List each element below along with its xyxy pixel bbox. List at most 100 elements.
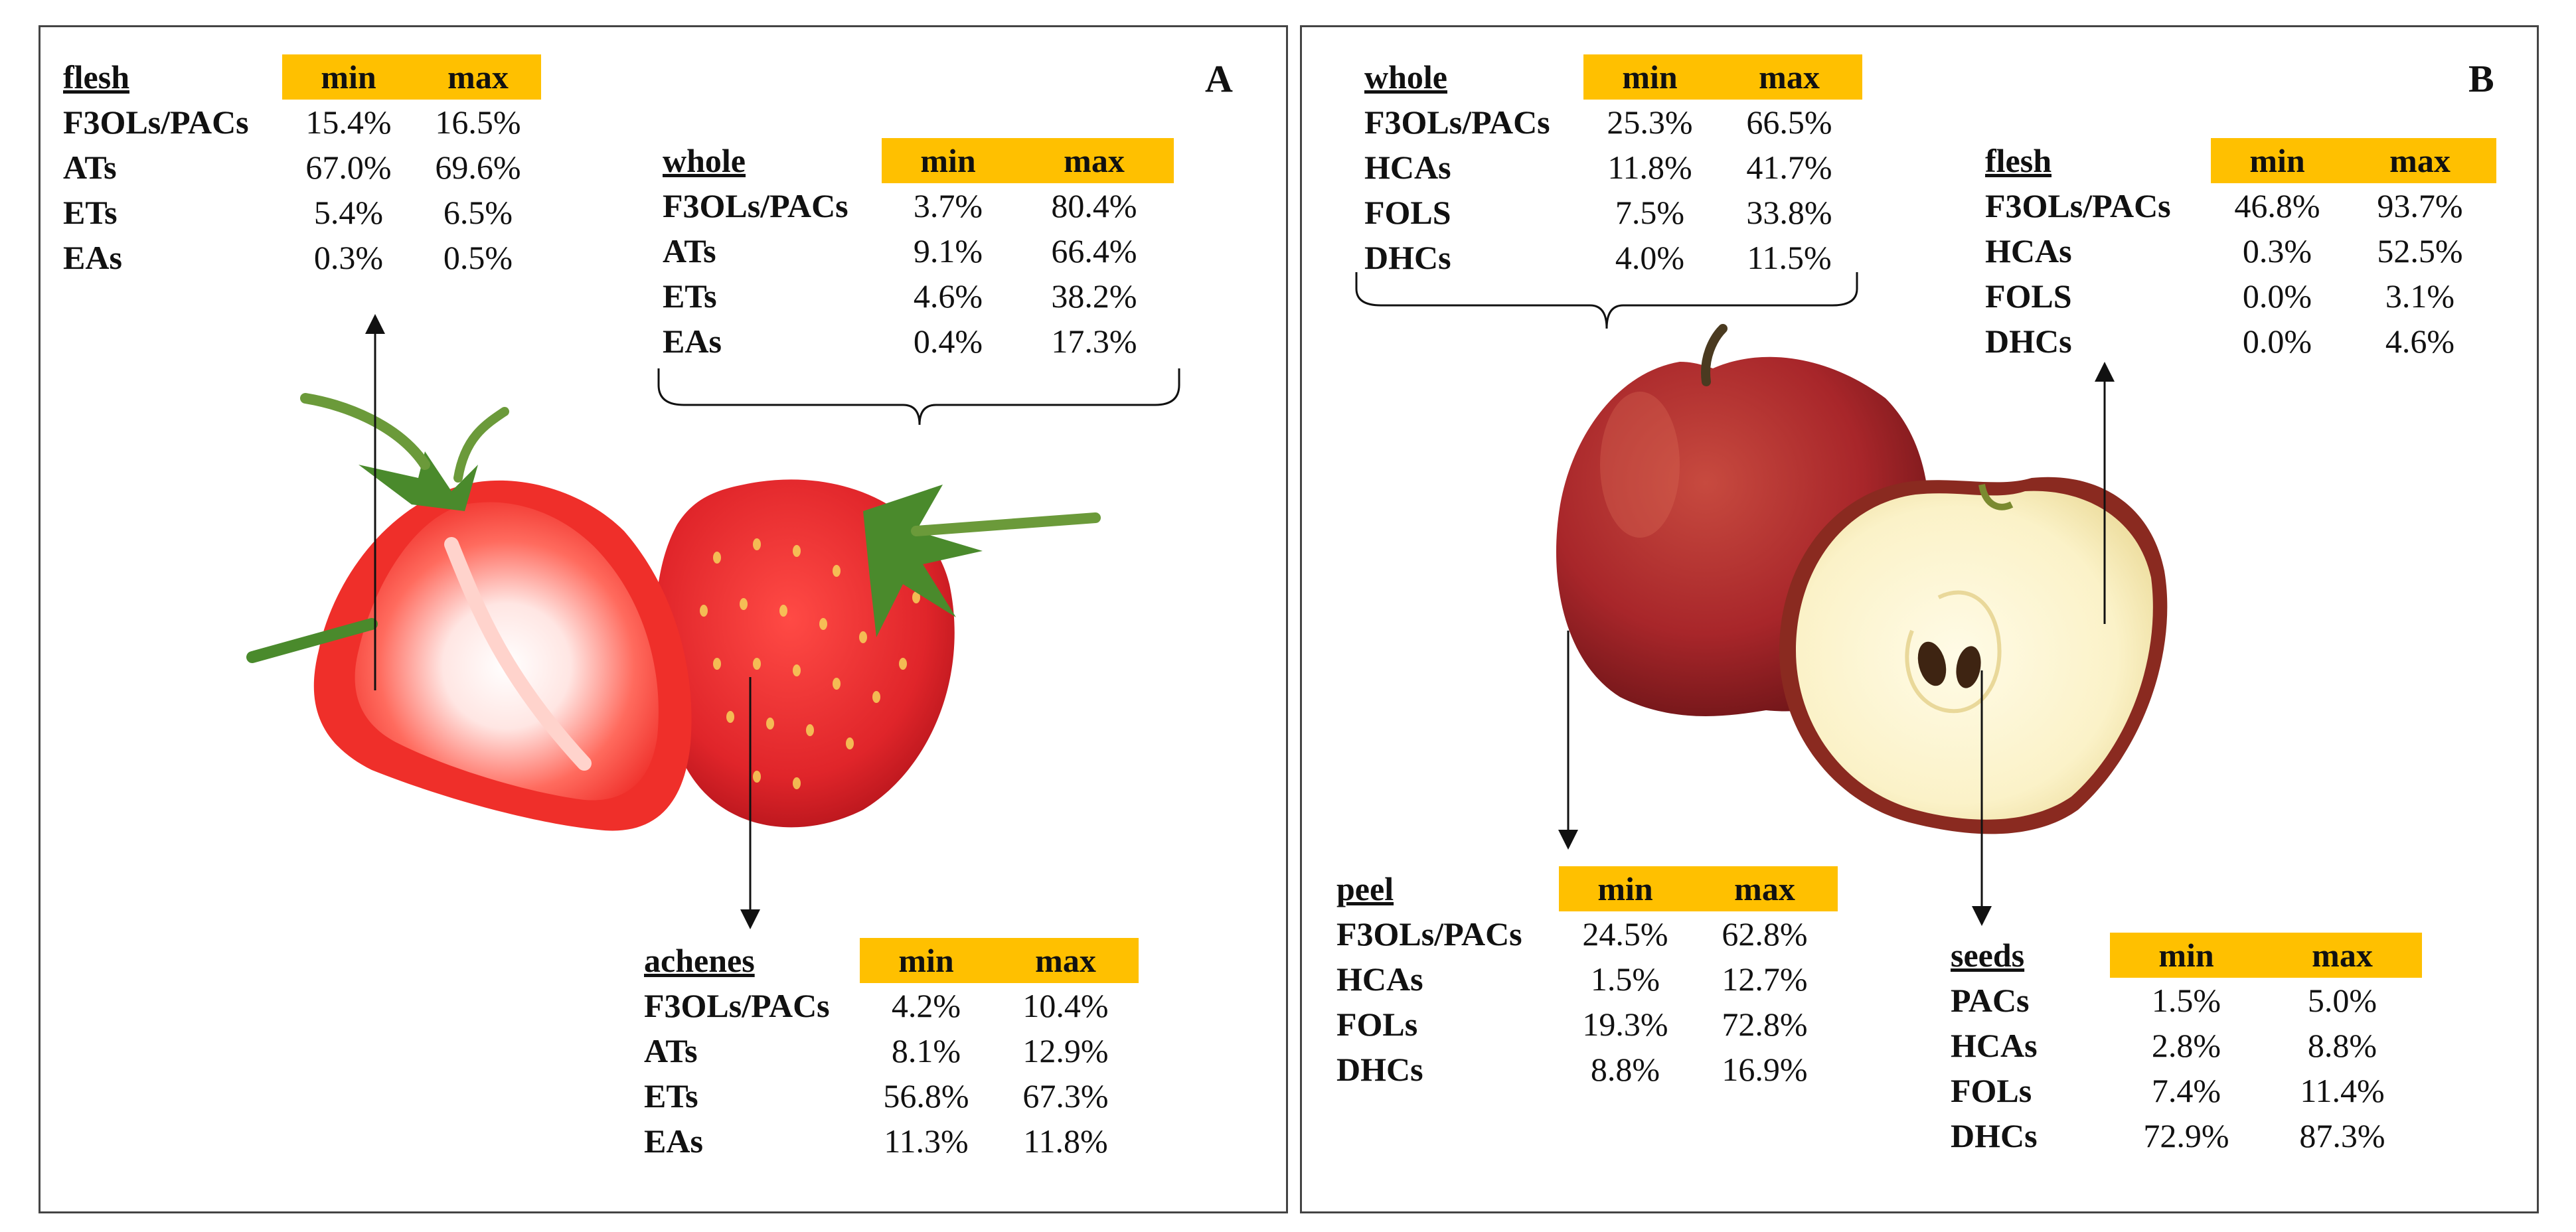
min-value: 2.8% bbox=[2151, 1027, 2221, 1064]
min-header: min bbox=[282, 54, 415, 100]
min-value: 0.4% bbox=[913, 323, 983, 360]
halved-strawberry bbox=[246, 393, 692, 831]
max-value: 4.6% bbox=[2385, 323, 2455, 360]
compound-label: ETs bbox=[644, 1077, 698, 1115]
table-row: ATs 8.1% 12.9% bbox=[644, 1028, 1139, 1073]
min-header: min bbox=[1583, 54, 1716, 100]
max-header: max bbox=[2344, 138, 2496, 183]
min-value: 1.5% bbox=[1590, 961, 1660, 998]
min-value: 1.5% bbox=[2151, 982, 2221, 1019]
max-value: 17.3% bbox=[1051, 323, 1137, 360]
compound-label: EAs bbox=[644, 1122, 703, 1160]
panel-a-label: A bbox=[1205, 57, 1233, 100]
halved-apple bbox=[1779, 477, 2168, 834]
compound-label: ATs bbox=[663, 232, 716, 270]
max-value: 6.5% bbox=[443, 194, 513, 231]
table-row: EAs 0.4% 17.3% bbox=[663, 319, 1174, 364]
min-value: 5.4% bbox=[313, 194, 384, 231]
compound-label: DHCs bbox=[1364, 239, 1451, 276]
compound-label: ATs bbox=[63, 149, 117, 186]
max-header: max bbox=[1014, 138, 1174, 183]
min-value: 8.8% bbox=[1590, 1051, 1660, 1088]
max-value: 41.7% bbox=[1746, 149, 1832, 186]
min-value: 3.7% bbox=[913, 187, 983, 224]
min-header: min bbox=[2110, 933, 2263, 978]
min-value: 0.3% bbox=[2242, 232, 2312, 270]
compound-label: F3OLs/PACs bbox=[644, 987, 830, 1024]
max-header: max bbox=[993, 938, 1139, 983]
max-header: max bbox=[2263, 933, 2422, 978]
table-row: ATs 9.1% 66.4% bbox=[663, 228, 1174, 273]
min-value: 9.1% bbox=[913, 232, 983, 270]
max-value: 33.8% bbox=[1746, 194, 1832, 231]
max-value: 69.6% bbox=[435, 149, 521, 186]
table-row: EAs 0.3% 0.5% bbox=[63, 235, 541, 280]
compound-label: FOLs bbox=[1951, 1072, 2032, 1109]
max-value: 11.8% bbox=[1023, 1122, 1108, 1160]
achenes-table-a: achenes min max F3OLs/PACs 4.2% 10.4% ATs 8… bbox=[644, 938, 1139, 1164]
compound-label: FOLS bbox=[1364, 194, 1451, 231]
max-value: 11.4% bbox=[2300, 1072, 2385, 1109]
compound-label: HCAs bbox=[1364, 149, 1451, 186]
whole-table-b: whole min max F3OLs/PACs 25.3% 66.5% HCAs 1… bbox=[1364, 54, 1862, 280]
table-row: HCAs 1.5% 12.7% bbox=[1336, 957, 1838, 1002]
max-header: max bbox=[1716, 54, 1862, 100]
min-value: 7.4% bbox=[2151, 1072, 2221, 1109]
table-row: DHCs 72.9% 87.3% bbox=[1951, 1113, 2422, 1158]
strawberry-illustration bbox=[246, 393, 1101, 831]
max-value: 38.2% bbox=[1051, 277, 1137, 315]
table-title: seeds bbox=[1951, 937, 2025, 974]
min-header: min bbox=[2211, 138, 2344, 183]
table-row: EAs 11.3% 11.8% bbox=[644, 1118, 1139, 1164]
seeds-table-b: seeds min max PACs 1.5% 5.0% HCAs 2.8% 8.8% … bbox=[1951, 933, 2422, 1158]
min-header: min bbox=[882, 138, 1014, 183]
max-value: 10.4% bbox=[1022, 987, 1109, 1024]
compound-label: F3OLs/PACs bbox=[63, 104, 249, 141]
table-row: F3OLs/PACs 24.5% 62.8% bbox=[1336, 911, 1838, 957]
table-row: F3OLs/PACs 3.7% 80.4% bbox=[663, 183, 1174, 228]
table-row: ETs 4.6% 38.2% bbox=[663, 273, 1174, 319]
max-value: 5.0% bbox=[2307, 982, 2377, 1019]
min-value: 8.1% bbox=[891, 1032, 961, 1069]
table-row: FOLS 7.5% 33.8% bbox=[1364, 190, 1862, 235]
min-value: 0.3% bbox=[313, 239, 384, 276]
table-row: HCAs 2.8% 8.8% bbox=[1951, 1023, 2422, 1068]
apple-illustration bbox=[1556, 324, 2168, 834]
whole-brace-a bbox=[657, 368, 1180, 425]
table-row: FOLs 7.4% 11.4% bbox=[1951, 1068, 2422, 1113]
table-row: F3OLs/PACs 25.3% 66.5% bbox=[1364, 100, 1862, 145]
flesh-table-b: flesh min max F3OLs/PACs 46.8% 93.7% HCAs 0… bbox=[1985, 138, 2496, 364]
max-value: 3.1% bbox=[2385, 277, 2455, 315]
panel-b-connectors bbox=[1355, 272, 2115, 926]
panel-a-connectors bbox=[365, 314, 1180, 929]
whole-table-a: whole min max F3OLs/PACs 3.7% 80.4% ATs 9.1… bbox=[663, 138, 1174, 364]
compound-label: EAs bbox=[663, 323, 722, 360]
table-title: flesh bbox=[1985, 142, 2052, 179]
min-value: 4.6% bbox=[913, 277, 983, 315]
max-value: 16.9% bbox=[1722, 1051, 1808, 1088]
max-value: 67.3% bbox=[1022, 1077, 1109, 1115]
max-value: 0.5% bbox=[443, 239, 513, 276]
table-row: ETs 56.8% 67.3% bbox=[644, 1073, 1139, 1118]
max-value: 93.7% bbox=[2377, 187, 2463, 224]
min-value: 11.3% bbox=[884, 1122, 969, 1160]
table-row: PACs 1.5% 5.0% bbox=[1951, 978, 2422, 1023]
max-header: max bbox=[415, 54, 541, 100]
compound-label: HCAs bbox=[1951, 1027, 2038, 1064]
compound-label: F3OLs/PACs bbox=[1985, 187, 2171, 224]
peel-table-b: peel min max F3OLs/PACs 24.5% 62.8% HCAs 1.… bbox=[1336, 866, 1838, 1092]
table-row: DHCs 0.0% 4.6% bbox=[1985, 319, 2496, 364]
min-value: 15.4% bbox=[305, 104, 392, 141]
table-row: DHCs 8.8% 16.9% bbox=[1336, 1047, 1838, 1092]
compound-label: DHCs bbox=[1951, 1117, 2038, 1154]
table-row: ATs 67.0% 69.6% bbox=[63, 145, 541, 190]
min-value: 67.0% bbox=[305, 149, 392, 186]
max-header: max bbox=[1692, 866, 1838, 911]
min-value: 19.3% bbox=[1582, 1006, 1668, 1043]
table-title: peel bbox=[1336, 870, 1394, 907]
max-value: 66.5% bbox=[1746, 104, 1832, 141]
min-value: 24.5% bbox=[1582, 915, 1668, 953]
min-value: 0.0% bbox=[2242, 323, 2312, 360]
table-row: ETs 5.4% 6.5% bbox=[63, 190, 541, 235]
